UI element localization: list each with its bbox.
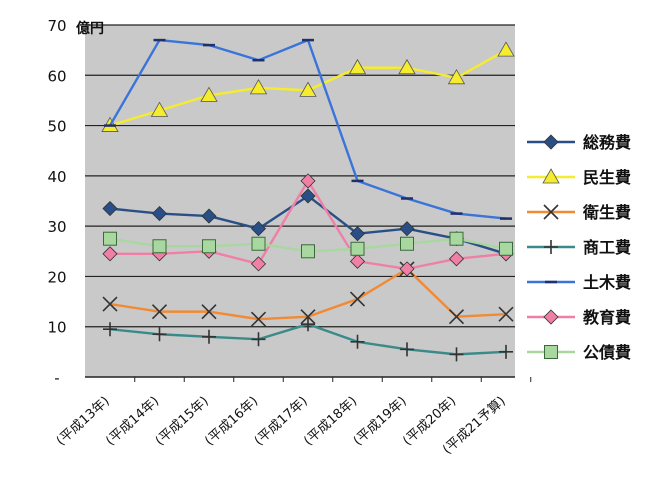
series-7 [103,231,513,259]
data-point-2 [200,86,218,102]
y-unit-label: 億円 [76,20,104,37]
data-point-7 [400,236,414,251]
data-point-6 [349,253,366,269]
data-point-6 [300,173,316,189]
legend-label: 民生費 [583,168,631,187]
data-point-2 [398,58,416,75]
y-tick-label: 30 [47,218,66,236]
series-2 [101,41,515,132]
data-point-3 [250,311,267,327]
data-point-legend-1 [543,134,559,150]
data-point-1 [250,221,267,237]
data-point-7 [202,239,216,254]
data-point-legend-6 [543,309,559,325]
data-point-3 [151,304,168,320]
data-point-legend-3 [543,204,559,220]
legend-item: 教育費 [527,308,631,327]
data-point-legend-7 [544,345,558,359]
y-tick-label: 70 [47,17,66,35]
data-point-4 [251,332,266,347]
data-point-3 [102,296,118,312]
data-point-3 [349,291,366,307]
data-point-7 [103,231,117,246]
legend-item: 民生費 [527,168,631,187]
data-point-4 [152,327,167,342]
data-point-1 [349,226,366,242]
series-lines [101,38,515,362]
data-point-4 [103,322,117,337]
data-point-2 [150,101,169,117]
data-point-7 [152,239,167,254]
y-tick-label: 20 [47,268,66,286]
data-point-2 [348,58,367,75]
y-tick-label: 60 [47,67,66,85]
data-point-3 [300,309,316,325]
data-point-3 [201,304,217,320]
data-point-6 [102,246,118,262]
legend-item: 衛生費 [527,203,631,222]
data-point-6 [448,251,465,267]
data-point-4 [350,334,365,349]
data-point-7 [350,241,365,256]
data-point-2 [497,41,515,57]
data-point-2 [249,79,268,95]
data-point-7 [301,244,315,259]
data-point-1 [399,221,415,237]
legend-label: 土木費 [583,273,631,292]
data-point-legend-4 [544,240,558,254]
y-tick-label: 10 [47,319,66,337]
y-tick-label: 40 [47,168,66,186]
data-point-6 [250,256,267,272]
legend-label: 衛生費 [582,203,631,222]
data-point-3 [448,309,465,325]
series-5 [104,38,512,220]
data-point-1 [201,208,217,224]
y-axis: - 10 20 30 40 50 60 70 [47,17,66,387]
legend-label: 商工費 [583,238,631,257]
data-point-1 [102,200,118,217]
data-point-1 [300,188,316,204]
legend-label: 総務費 [583,133,631,152]
data-point-4 [301,317,315,332]
legend-item: 総務費 [527,133,631,152]
gridlines [85,24,515,378]
y-tick-label: 50 [47,118,66,136]
legend-label: 教育費 [583,308,631,327]
data-point-4 [400,342,414,357]
data-point-4 [449,347,464,362]
data-point-legend-2 [542,168,560,184]
legend-item: 土木費 [527,273,631,292]
legend-item: 商工費 [527,238,631,257]
legend-item: 公債費 [527,343,631,362]
data-point-3 [498,306,514,322]
data-point-2 [447,68,466,85]
series-4 [103,317,513,362]
data-point-1 [151,206,168,222]
y-tick-label: - [54,369,59,387]
data-point-2 [299,81,317,97]
data-point-4 [499,344,513,359]
legend-label: 公債費 [583,343,631,362]
data-point-4 [202,329,216,344]
data-point-7 [251,236,266,251]
data-point-7 [499,241,513,256]
data-point-7 [449,231,464,246]
data-point-6 [399,261,415,277]
